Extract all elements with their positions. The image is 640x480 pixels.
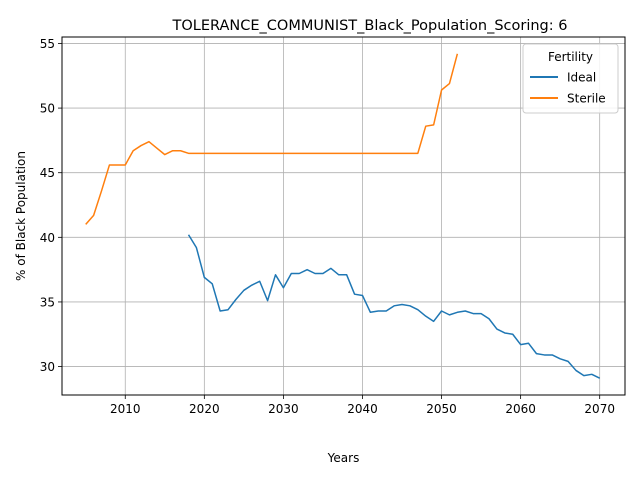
grid-lines [62,37,625,395]
series-line-ideal [187,234,601,379]
y-axis-ticks: 30 35 40 45 50 55 [40,37,62,374]
legend-label-ideal: Ideal [567,71,596,85]
x-tick-label: 2010 [110,402,141,416]
y-tick-label: 40 [40,231,55,245]
legend-label-sterile: Sterile [567,92,606,106]
legend: Fertility Ideal Sterile [522,43,619,114]
y-tick-label: 55 [40,37,55,51]
x-tick-label: 2070 [584,402,615,416]
legend-box [522,43,619,114]
x-axis-ticks: 2010 2020 2030 2040 2050 2060 2070 [110,395,615,416]
y-tick-label: 30 [40,360,55,374]
plot-frame [61,36,626,396]
chart-title: TOLERANCE_COMMUNIST_Black_Population_Sco… [172,18,568,34]
x-tick-label: 2030 [268,402,299,416]
series-line-sterile [85,53,459,225]
x-tick-label: 2040 [347,402,378,416]
x-tick-label: 2060 [505,402,536,416]
y-axis-label: % of Black Population [14,151,28,281]
x-tick-label: 2020 [189,402,220,416]
y-tick-label: 45 [40,166,55,180]
y-tick-label: 50 [40,102,55,116]
x-tick-label: 2050 [426,402,457,416]
x-axis-label: Years [327,451,360,465]
series-lines [85,53,601,379]
y-tick-label: 35 [40,295,55,309]
legend-title: Fertility [548,50,593,64]
